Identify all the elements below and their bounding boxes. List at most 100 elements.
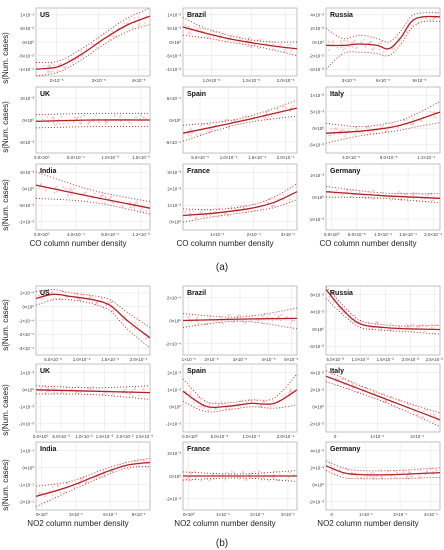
residual-point <box>245 314 248 317</box>
residual-point <box>403 34 405 37</box>
residual-point <box>405 326 408 328</box>
residual-point <box>142 210 145 213</box>
residual-point <box>85 47 88 50</box>
residual-point <box>38 491 41 494</box>
residual-point <box>105 393 108 396</box>
fit-line <box>35 184 151 209</box>
residual-point <box>40 183 43 185</box>
residual-point <box>391 405 393 407</box>
residual-point <box>211 128 213 131</box>
residual-point <box>46 290 48 293</box>
residual-point <box>419 469 422 472</box>
y-tick-label: 0×10⁰ <box>312 195 324 200</box>
panel-a-label: (a) <box>216 262 228 273</box>
residual-point <box>350 319 353 321</box>
residual-point <box>432 470 435 473</box>
residual-point <box>270 115 273 118</box>
x-tick-label: 5.0×10⁻³ <box>326 357 344 362</box>
residual-point <box>47 387 50 390</box>
y-tick-label: -2×10⁻³ <box>309 217 325 222</box>
y-tick-label: 0×10⁰ <box>22 118 34 123</box>
residual-point <box>40 387 43 389</box>
residual-point <box>190 132 193 135</box>
residual-point <box>227 313 230 316</box>
residual-point <box>52 393 54 396</box>
residual-point <box>412 118 415 120</box>
ci-lower-line <box>325 381 441 428</box>
panel-grid: -1×10⁻¹ -5×10⁻² 0×10⁰ 5×10⁻² 1×10⁻¹ 2×10⁻⁵ 3×1… <box>18 7 443 517</box>
panel-title: India <box>40 168 56 175</box>
fit-line <box>35 293 151 339</box>
residual-point <box>114 115 116 117</box>
residual-point <box>100 195 103 198</box>
residual-point <box>251 471 253 473</box>
residual-point <box>189 215 192 218</box>
chart-panel-b-spain: -1×10⁻² 0×10⁰ 1×10⁻² 2×10⁻² 0.0×10⁰ 5.0×10⁻⁵ 1… <box>166 363 298 439</box>
residual-point <box>63 491 66 494</box>
ci-lower-line <box>182 400 298 413</box>
residual-point <box>293 319 296 322</box>
residual-point <box>59 384 62 387</box>
residual-point <box>37 294 40 297</box>
residual-point <box>196 316 199 319</box>
residual-point <box>47 71 49 74</box>
residual-point <box>106 120 109 123</box>
x-tick-label: 3×10⁻⁵ <box>342 78 356 83</box>
residual-point <box>328 134 330 137</box>
y-tick-label: -1×10⁻¹ <box>19 67 35 72</box>
residual-point <box>362 388 365 390</box>
residual-point <box>208 36 211 38</box>
residual-point <box>184 211 187 214</box>
x-tick-label: 2.0×10⁻⁴ <box>277 155 295 160</box>
residual-point <box>372 189 375 192</box>
ci-lower-line <box>325 20 441 70</box>
residual-point <box>226 471 229 474</box>
chart-panel-a-brazil: -1×10⁻² -5×10⁻³ 0×10⁰ 5×10⁻³ 1×10⁻² 1.0×10⁻⁵ 1… <box>166 7 298 83</box>
residual-point <box>201 123 203 126</box>
ylabel-b-bot: s(Num. cases) <box>1 459 10 511</box>
residual-point <box>274 477 277 480</box>
residual-point <box>430 467 433 470</box>
residual-point <box>262 314 265 317</box>
residual-point <box>328 49 330 51</box>
residual-point <box>130 326 133 328</box>
residual-point <box>427 194 430 197</box>
residual-point <box>429 18 431 21</box>
residual-point <box>231 34 233 37</box>
residual-point <box>277 108 279 111</box>
residual-point <box>404 193 407 196</box>
residual-point <box>198 405 201 407</box>
residual-point <box>138 394 140 397</box>
residual-point <box>409 123 412 126</box>
residual-point <box>81 293 84 296</box>
residual-point <box>69 186 72 189</box>
residual-point <box>249 45 252 48</box>
x-tick-label: 3×10⁻¹ <box>281 512 295 517</box>
residual-point <box>133 208 136 210</box>
residual-point <box>398 191 400 193</box>
residual-point <box>190 33 192 35</box>
residual-point <box>399 192 401 195</box>
residual-point <box>58 122 61 125</box>
residual-point <box>242 321 245 324</box>
residual-point <box>279 314 282 317</box>
residual-point <box>435 469 438 472</box>
residual-point <box>391 123 393 126</box>
x-tick-label: 1×10⁻¹ <box>370 434 384 439</box>
x-tick-label: 5.0×10⁻⁵ <box>348 232 366 237</box>
residual-point <box>139 22 141 25</box>
residual-point <box>80 55 83 57</box>
residual-point <box>186 316 189 319</box>
panel-title: Italy <box>330 91 344 98</box>
residual-point <box>333 128 336 130</box>
residual-point <box>105 304 108 307</box>
y-tick-label: 4×10⁻³ <box>310 448 324 453</box>
x-tick-label: 2×10⁻⁵ <box>204 357 218 362</box>
x-tick-label: 5.0×10⁻⁵ <box>211 434 229 439</box>
residual-point <box>346 381 348 384</box>
residual-point <box>261 322 264 325</box>
x-tick-label: 1.5×10⁻² <box>96 434 114 439</box>
x-tick-label: 1.2×10⁻³ <box>132 232 150 237</box>
residual-point <box>68 188 71 191</box>
ci-upper-line <box>35 112 151 116</box>
